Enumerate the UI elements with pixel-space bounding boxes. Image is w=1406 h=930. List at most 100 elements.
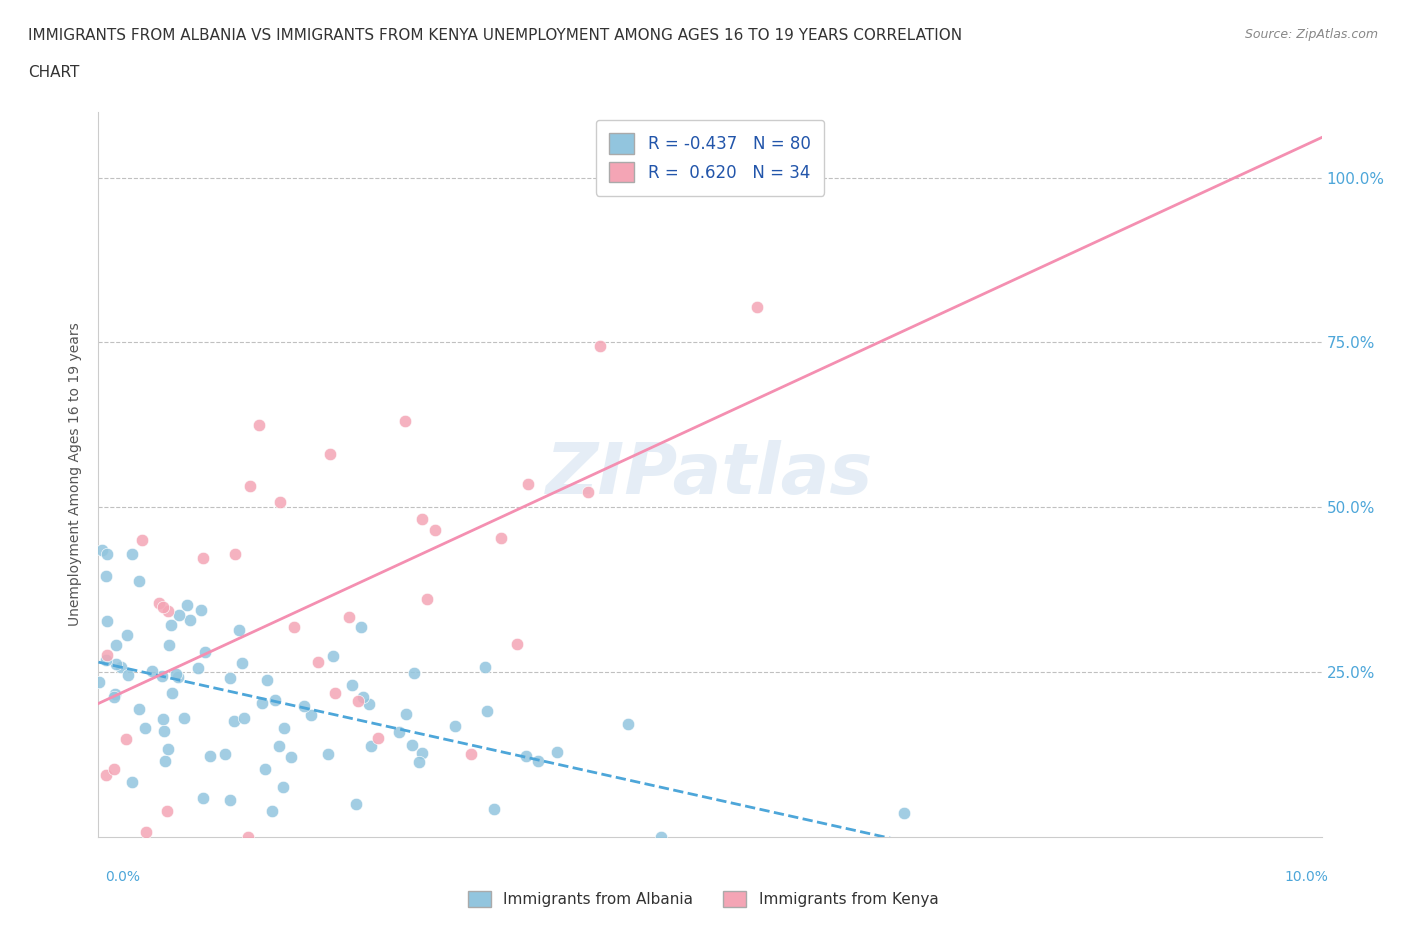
Point — [222, 713, 245, 728]
Point — [254, 762, 277, 777]
Point — [167, 670, 190, 684]
Point — [96, 613, 118, 628]
Point — [617, 717, 640, 732]
Point — [148, 596, 170, 611]
Point — [176, 598, 198, 613]
Point — [307, 655, 329, 670]
Point — [173, 711, 195, 725]
Y-axis label: Unemployment Among Ages 16 to 19 years: Unemployment Among Ages 16 to 19 years — [69, 323, 83, 626]
Point — [745, 299, 768, 314]
Point — [96, 546, 118, 561]
Legend: R = -0.437   N = 80, R =  0.620   N = 34: R = -0.437 N = 80, R = 0.620 N = 34 — [596, 120, 824, 195]
Point — [214, 746, 236, 761]
Point — [460, 746, 482, 761]
Point — [350, 619, 373, 634]
Point — [219, 792, 242, 807]
Point — [134, 721, 156, 736]
Point — [115, 628, 138, 643]
Point — [269, 495, 291, 510]
Point — [159, 618, 181, 632]
Point — [152, 711, 174, 726]
Point — [404, 666, 426, 681]
Point — [271, 779, 294, 794]
Point — [650, 830, 672, 844]
Point — [280, 750, 302, 764]
Point — [131, 533, 153, 548]
Point — [292, 698, 315, 713]
Point — [117, 668, 139, 683]
Point — [200, 749, 222, 764]
Point — [121, 775, 143, 790]
Point — [444, 718, 467, 733]
Point — [128, 701, 150, 716]
Point — [344, 796, 367, 811]
Point — [319, 446, 342, 461]
Point — [179, 613, 201, 628]
Text: ZIPatlas: ZIPatlas — [547, 440, 873, 509]
Point — [236, 830, 259, 844]
Point — [150, 669, 173, 684]
Point — [526, 754, 548, 769]
Point — [323, 685, 346, 700]
Point — [408, 754, 430, 769]
Point — [91, 542, 114, 557]
Point — [589, 339, 612, 353]
Point — [141, 663, 163, 678]
Legend: Immigrants from Albania, Immigrants from Kenya: Immigrants from Albania, Immigrants from… — [461, 884, 945, 913]
Point — [401, 737, 423, 752]
Point — [156, 741, 179, 756]
Point — [239, 479, 262, 494]
Point — [423, 523, 446, 538]
Point — [191, 790, 214, 805]
Point — [135, 824, 157, 839]
Point — [231, 656, 253, 671]
Point — [367, 730, 389, 745]
Point — [395, 707, 418, 722]
Point — [262, 804, 284, 818]
Point — [394, 414, 416, 429]
Point — [283, 619, 305, 634]
Point — [360, 738, 382, 753]
Point — [152, 600, 174, 615]
Point — [103, 689, 125, 704]
Point — [169, 607, 191, 622]
Point — [576, 485, 599, 499]
Point — [128, 573, 150, 588]
Point — [273, 721, 295, 736]
Point — [193, 551, 215, 565]
Point — [247, 418, 270, 432]
Point — [103, 762, 125, 777]
Point — [165, 666, 187, 681]
Text: IMMIGRANTS FROM ALBANIA VS IMMIGRANTS FROM KENYA UNEMPLOYMENT AMONG AGES 16 TO 1: IMMIGRANTS FROM ALBANIA VS IMMIGRANTS FR… — [28, 28, 962, 43]
Point — [157, 638, 180, 653]
Point — [489, 530, 512, 545]
Point — [105, 657, 128, 671]
Point — [104, 686, 127, 701]
Point — [337, 609, 360, 624]
Point — [482, 802, 505, 817]
Point — [94, 653, 117, 668]
Point — [224, 546, 246, 561]
Text: CHART: CHART — [28, 65, 80, 80]
Point — [121, 547, 143, 562]
Point — [153, 724, 176, 738]
Point — [110, 659, 132, 674]
Point — [546, 745, 568, 760]
Point — [190, 603, 212, 618]
Point — [267, 738, 290, 753]
Text: 0.0%: 0.0% — [105, 870, 141, 884]
Point — [96, 767, 118, 782]
Point — [411, 746, 433, 761]
Point — [155, 753, 177, 768]
Point — [346, 694, 368, 709]
Point — [893, 806, 915, 821]
Point — [156, 804, 179, 818]
Point — [474, 659, 496, 674]
Point — [505, 637, 527, 652]
Point — [515, 749, 537, 764]
Point — [94, 568, 117, 583]
Point — [160, 685, 183, 700]
Point — [322, 649, 344, 664]
Point — [340, 677, 363, 692]
Point — [89, 674, 111, 689]
